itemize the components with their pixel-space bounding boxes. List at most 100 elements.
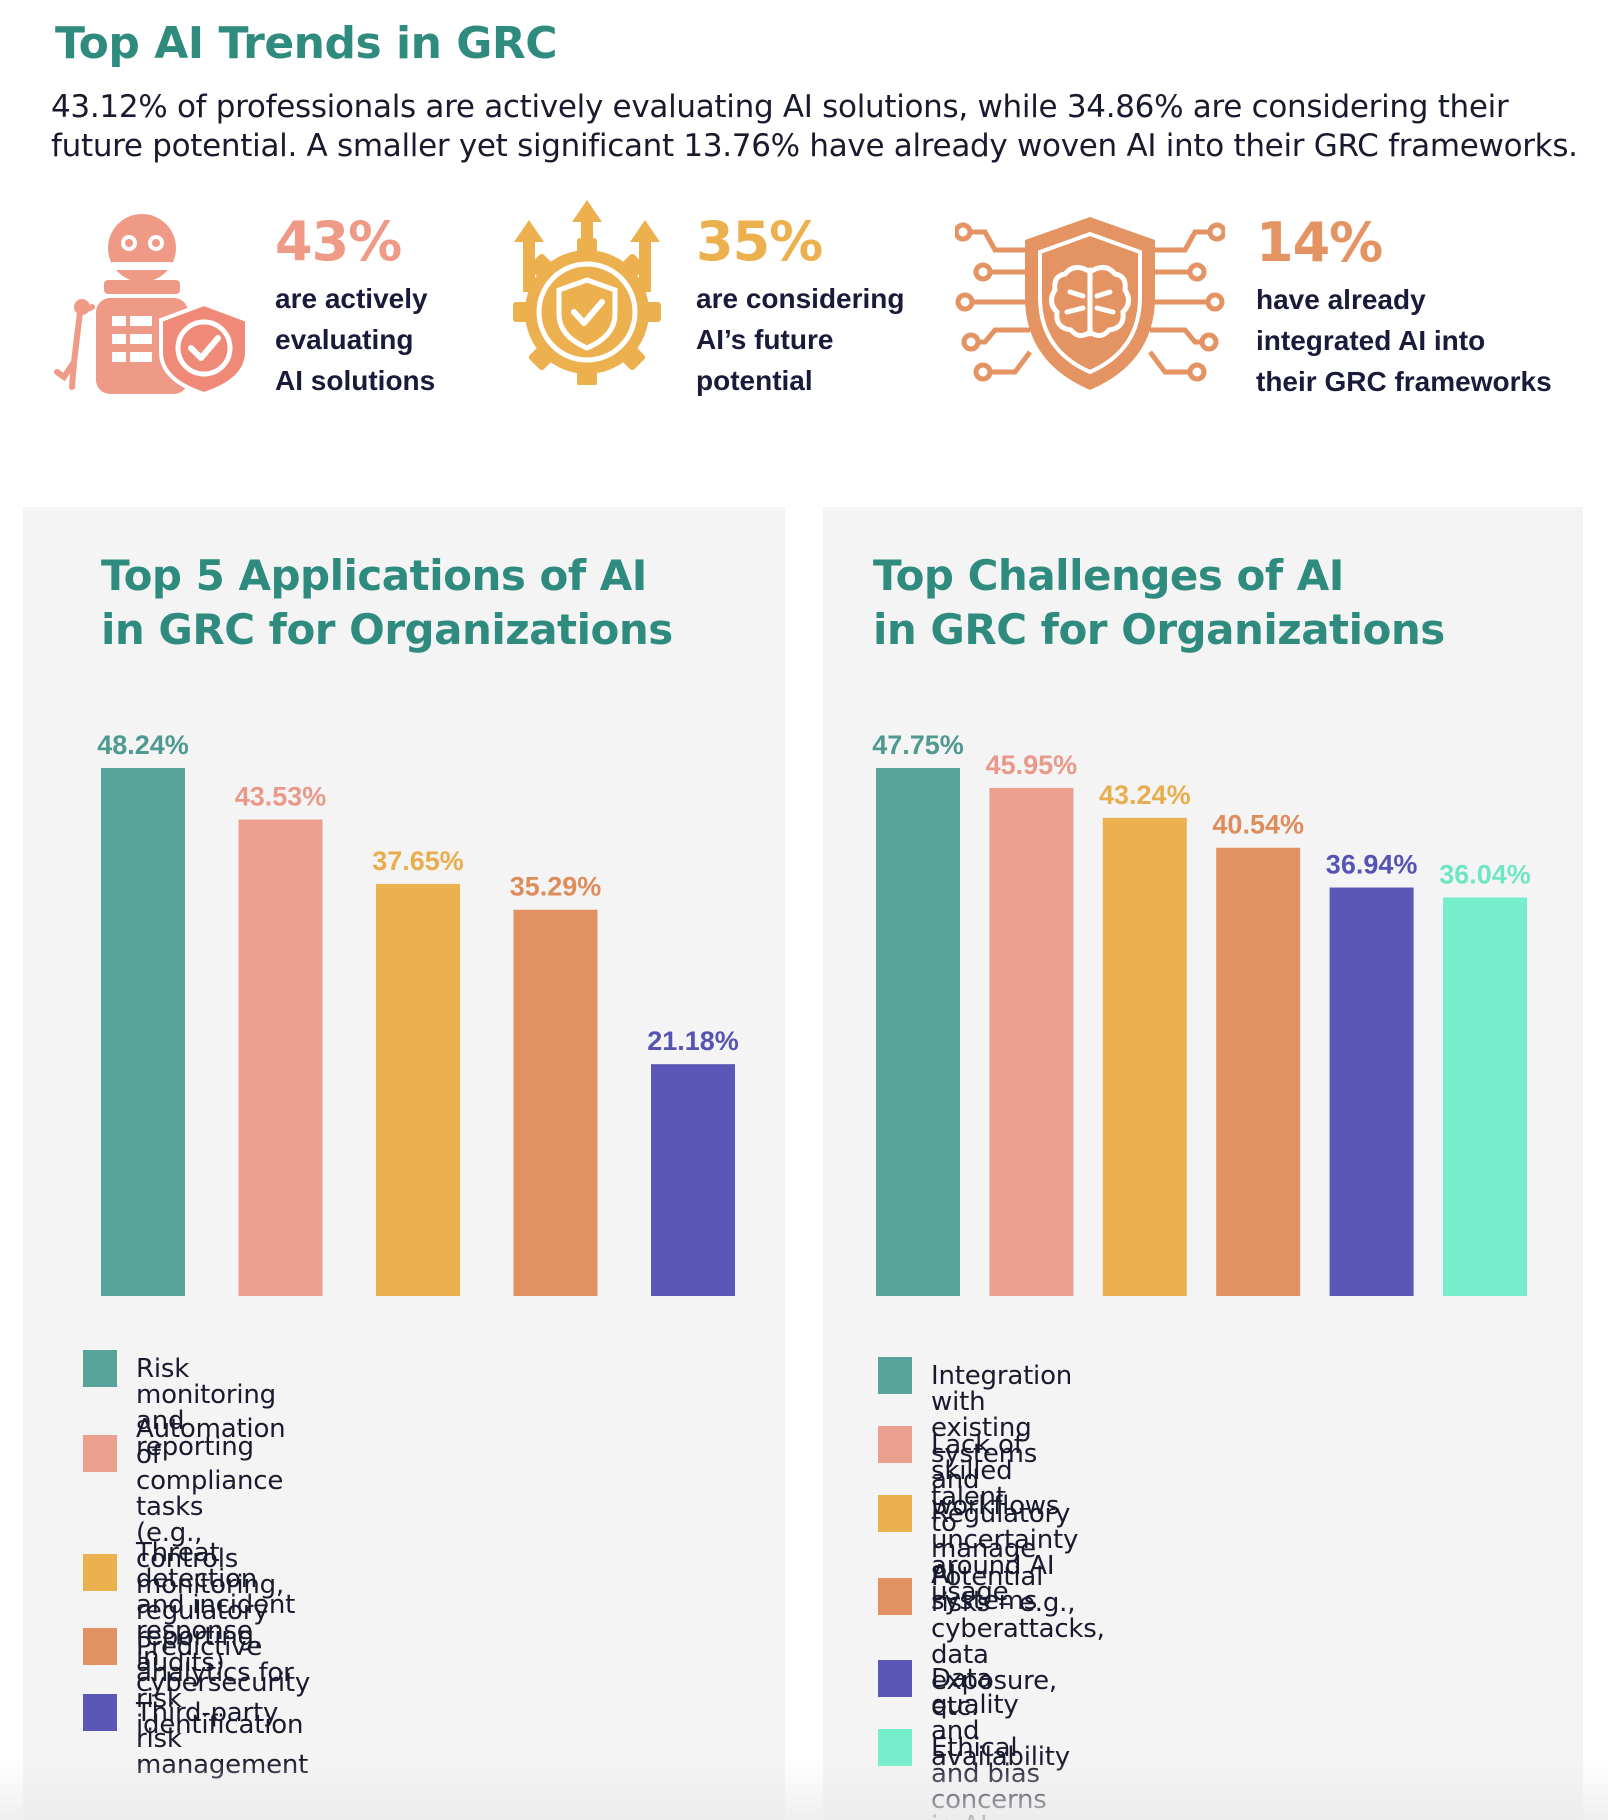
panel-title-line: Top 5 Applications of AI <box>101 551 647 600</box>
legend-swatch <box>878 1729 912 1766</box>
stat-percent: 35% <box>696 210 823 273</box>
gear-shield-arrows-icon <box>513 200 661 385</box>
legend-label-line: Lack of skilled talent to manage AI syst… <box>931 1430 1038 1616</box>
bar-value-label: 36.94% <box>1326 850 1418 880</box>
panel-title-line: in GRC for Organizations <box>873 605 1445 654</box>
subtitle-line: future potential. A smaller yet signific… <box>51 128 1578 164</box>
legend-label: Automation of compliance tasks (e.g., con… <box>136 1414 286 1678</box>
stat-description: have already integrated AI into their GR… <box>1256 279 1552 402</box>
legend-swatch <box>878 1578 912 1615</box>
legend-item: Threat detection and incident response in… <box>83 1540 310 1696</box>
legend-swatch <box>83 1694 117 1731</box>
legend-label: Data quality and availability <box>931 1666 1070 1770</box>
legend-label: Risk monitoring and reporting <box>136 1356 276 1460</box>
bar-value-label: 40.54% <box>1212 810 1304 840</box>
legend-item: Integration with existing systems and wo… <box>878 1357 1072 1519</box>
legend-label-line: Predictive analytics for risk identifica… <box>136 1632 304 1740</box>
legend-label-line: in cybersecurity <box>136 1642 311 1698</box>
legend-label-line: exposure, etc. <box>931 1666 1057 1722</box>
challenges-panel: Top Challenges of AI in GRC for Organiza… <box>823 507 1583 1820</box>
legend-item: Potential risks – e.g., cyberattacks, da… <box>878 1564 1105 1720</box>
stat-line: evaluating <box>275 324 414 355</box>
panel-title-line: in GRC for Organizations <box>101 605 673 654</box>
bar-1 <box>876 768 960 1296</box>
bottom-fade <box>0 1760 1608 1820</box>
bar-3 <box>376 883 460 1296</box>
bar-value-label: 21.18% <box>647 1026 739 1056</box>
legend-item: Regulatory uncertainty around AI usage <box>878 1495 1078 1605</box>
legend-item: Data quality and availability <box>878 1660 1070 1770</box>
stat-line: AI solutions <box>275 365 436 396</box>
panel-title-line: Top Challenges of AI <box>873 551 1344 600</box>
legend-label: Potential risks – e.g., cyberattacks, da… <box>931 1564 1105 1720</box>
stat-line: AI’s future <box>696 324 834 355</box>
bar-1 <box>101 768 185 1296</box>
legend-swatch <box>83 1628 117 1665</box>
stat-line: have already <box>1256 284 1426 315</box>
applications-panel: Top 5 Applications of AI in GRC for Orga… <box>23 507 785 1820</box>
bar-2 <box>989 787 1074 1296</box>
applications-bar-chart: 48.24% 43.53% 37.65% 35.29% 21.18% <box>97 730 739 1296</box>
legend-label-line: Potential risks – e.g., cyberattacks, da… <box>931 1562 1105 1670</box>
bar-value-label: 47.75% <box>872 730 964 760</box>
bar-value-label: 48.24% <box>97 730 189 760</box>
bar-2 <box>238 819 323 1296</box>
legend-swatch <box>878 1495 912 1532</box>
stat-integrated: 14% have already integrated AI into thei… <box>1256 213 1552 402</box>
stat-line: potential <box>696 365 813 396</box>
legend-swatch <box>83 1554 117 1591</box>
legend-label: Threat detection and incident response in… <box>136 1540 310 1696</box>
legend-label-line: Regulatory uncertainty around AI usage <box>931 1499 1079 1607</box>
stat-line: integrated AI into <box>1256 325 1486 356</box>
stat-description: are considering AI’s future potential <box>696 278 905 401</box>
challenges-title: Top Challenges of AI in GRC for Organiza… <box>873 549 1445 657</box>
bar-6 <box>1443 897 1527 1296</box>
stat-percent: 43% <box>275 210 402 273</box>
legend-label-line: Integration with existing systems and wo… <box>931 1361 1073 1521</box>
legend-label-line: Data quality and availability <box>931 1664 1070 1772</box>
applications-title: Top 5 Applications of AI in GRC for Orga… <box>101 549 673 657</box>
legend-item: Lack of skilled talent to manage AI syst… <box>878 1426 1037 1614</box>
bar-5 <box>1329 887 1414 1296</box>
legend-swatch <box>878 1660 912 1697</box>
subtitle-line: 43.12% of professionals are actively eva… <box>51 89 1509 125</box>
legend-label: Integration with existing systems and wo… <box>931 1363 1072 1519</box>
stat-line: their GRC frameworks <box>1256 366 1552 397</box>
legend-label-line: reporting, audits) <box>136 1622 262 1678</box>
stat-line: are actively <box>275 283 428 314</box>
challenges-bar-chart: 47.75% 45.95% 43.24% 40.54% 36.94% 36.04% <box>872 730 1531 1296</box>
legend-swatch <box>878 1426 912 1463</box>
legend-swatch <box>878 1357 912 1394</box>
bar-value-label: 37.65% <box>372 846 464 876</box>
stat-considering: 35% are considering AI’s future potentia… <box>696 212 905 401</box>
bar-value-label: 43.53% <box>235 782 327 812</box>
brain-circuit-shield-icon <box>955 217 1225 390</box>
stat-percent: 14% <box>1256 211 1383 274</box>
legend-label: Regulatory uncertainty around AI usage <box>931 1501 1078 1605</box>
bar-value-label: 36.04% <box>1439 859 1531 889</box>
legend-label-line: Automation of compliance tasks <box>136 1414 286 1522</box>
bar-value-label: 43.24% <box>1099 780 1191 810</box>
bar-4 <box>1216 847 1301 1296</box>
legend-label-line: Threat detection and incident response <box>136 1538 296 1646</box>
stat-line: are considering <box>696 283 905 314</box>
stat-evaluating: 43% are actively evaluating AI solutions <box>275 212 435 401</box>
stat-description: are actively evaluating AI solutions <box>275 278 435 401</box>
robot-shield-icon <box>54 214 249 397</box>
legend-label: Lack of skilled talent to manage AI syst… <box>931 1432 1037 1614</box>
legend-item: Automation of compliance tasks (e.g., con… <box>83 1414 286 1678</box>
legend-item: Risk monitoring and reporting <box>83 1350 276 1460</box>
legend-label-line: (e.g., controls monitoring, regulatory <box>136 1518 284 1626</box>
bar-4 <box>513 909 598 1296</box>
bar-3 <box>1102 817 1187 1296</box>
bar-value-label: 35.29% <box>510 872 602 902</box>
legend-item: Predictive analytics for risk identifica… <box>83 1628 303 1738</box>
legend-swatch <box>83 1435 117 1472</box>
legend-label-line: Risk monitoring and reporting <box>136 1354 276 1462</box>
bar-value-label: 45.95% <box>986 750 1078 780</box>
legend-swatch <box>83 1350 117 1387</box>
page-title: Top AI Trends in GRC <box>55 18 558 69</box>
legend-label: Predictive analytics for risk identifica… <box>136 1634 303 1738</box>
bar-5 <box>651 1064 735 1296</box>
page-subtitle: 43.12% of professionals are actively eva… <box>51 88 1581 166</box>
